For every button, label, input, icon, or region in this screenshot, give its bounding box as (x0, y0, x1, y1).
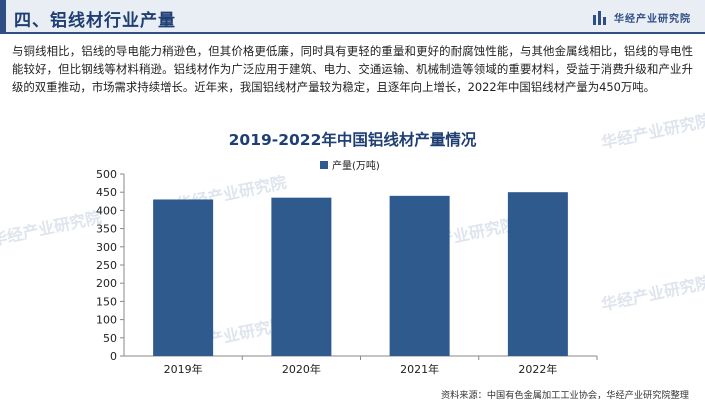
y-tick-label: 0 (110, 350, 117, 363)
y-tick-label: 350 (96, 223, 117, 236)
y-tick-label: 400 (96, 204, 117, 217)
chart-legend: 产量(万吨) (320, 157, 380, 172)
bar (389, 195, 450, 356)
bar (507, 192, 568, 356)
y-tick-label: 50 (103, 332, 117, 345)
bar (271, 197, 332, 356)
header-accent (0, 0, 6, 34)
header-bar: 四、铝线材行业产量 华经产业研究院 (0, 0, 705, 34)
legend-swatch (320, 160, 328, 169)
y-tick-label: 450 (96, 186, 117, 199)
bar (153, 199, 214, 356)
y-tick-label: 100 (96, 314, 117, 327)
legend-label: 产量(万吨) (332, 161, 380, 172)
y-tick-label: 200 (96, 277, 117, 290)
chart-title: 2019-2022年中国铝线材产量情况 (228, 131, 477, 149)
page-title: 四、铝线材行业产量 (14, 11, 176, 31)
x-tick-label: 2022年 (518, 362, 557, 376)
brand-logo-icon (593, 10, 606, 25)
y-tick-label: 150 (96, 295, 117, 308)
x-tick-label: 2019年 (164, 362, 203, 376)
y-tick-label: 300 (96, 241, 117, 254)
y-tick-label: 250 (96, 259, 117, 272)
y-tick-label: 500 (96, 168, 117, 181)
brand: 华经产业研究院 (593, 10, 691, 25)
x-tick-label: 2021年 (400, 362, 439, 376)
intro-paragraph: 与铜线相比，铝线的导电能力稍逊色，但其价格更低廉，同时具有更轻的重量和更好的耐腐… (12, 44, 693, 95)
x-tick-label: 2020年 (282, 362, 321, 376)
brand-name: 华经产业研究院 (614, 14, 691, 25)
source-note: 资料来源：中国有色金属加工工业协会，华经产业研究院整理 (440, 390, 689, 401)
